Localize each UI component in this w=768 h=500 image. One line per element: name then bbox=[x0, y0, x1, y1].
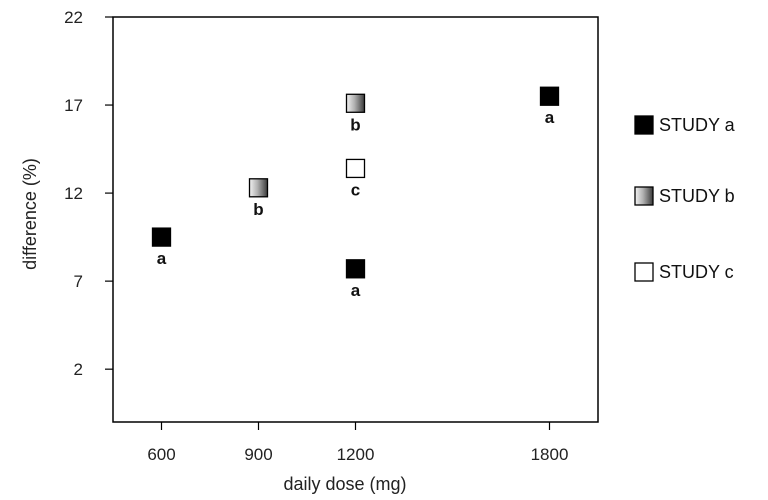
plot-area-frame bbox=[112, 16, 599, 423]
data-point-label: a bbox=[157, 249, 167, 268]
legend-marker bbox=[634, 262, 654, 282]
x-axis-label: daily dose (mg) bbox=[283, 474, 406, 494]
y-tick-label: 12 bbox=[64, 184, 83, 203]
data-point-label: b bbox=[350, 115, 360, 134]
legend: STUDY a STUDY b STUDY c bbox=[634, 115, 736, 282]
x-tick-label: 1800 bbox=[531, 445, 569, 464]
y-tick-label: 7 bbox=[74, 272, 83, 291]
data-point-label: c bbox=[351, 180, 360, 199]
data-point bbox=[151, 227, 172, 247]
x-tick-label: 1200 bbox=[337, 445, 375, 464]
data-point bbox=[345, 259, 366, 279]
data-point bbox=[345, 158, 366, 179]
data-point-label: b bbox=[253, 200, 263, 219]
y-tick-label: 22 bbox=[64, 8, 83, 27]
x-axis: 600 900 1200 1800 bbox=[147, 422, 568, 464]
y-tick-label: 17 bbox=[64, 96, 83, 115]
y-axis-label: difference (%) bbox=[20, 158, 40, 270]
data-point bbox=[345, 93, 366, 113]
legend-label: STUDY a bbox=[659, 115, 736, 135]
data-points: a a a b b c bbox=[151, 86, 560, 300]
y-axis: 2 7 12 17 22 bbox=[64, 8, 113, 379]
x-tick-label: 900 bbox=[244, 445, 272, 464]
data-point bbox=[539, 86, 560, 106]
x-tick-label: 600 bbox=[147, 445, 175, 464]
data-point-label: a bbox=[545, 108, 555, 127]
legend-marker bbox=[634, 115, 654, 135]
data-point bbox=[248, 178, 269, 198]
legend-label: STUDY c bbox=[659, 262, 734, 282]
legend-label: STUDY b bbox=[659, 186, 735, 206]
data-point-label: a bbox=[351, 281, 361, 300]
y-tick-label: 2 bbox=[74, 360, 83, 379]
legend-marker bbox=[634, 186, 654, 206]
